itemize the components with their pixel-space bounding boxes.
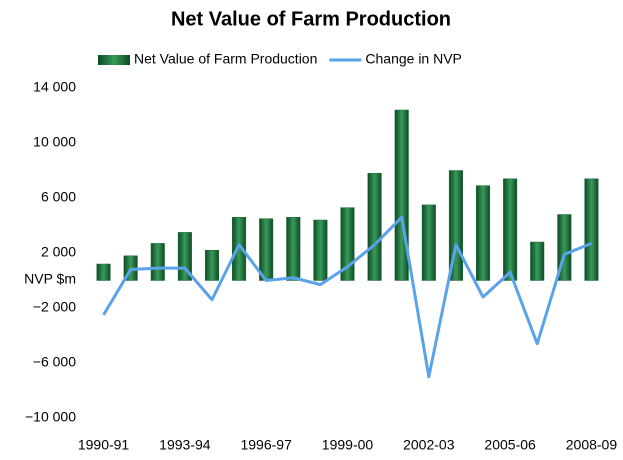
line <box>102 215 593 379</box>
x-tick-label: 1996-97 <box>240 437 292 453</box>
y-axis-label: NVP $m <box>24 271 76 287</box>
bar <box>96 263 111 281</box>
x-tick-label: 1999-00 <box>322 437 374 453</box>
legend-label: Change in NVP <box>365 51 462 67</box>
y-tick-label: −6 000 <box>33 354 76 370</box>
bar <box>204 250 220 281</box>
y-tick-label: −2 000 <box>33 299 76 315</box>
x-tick-label: 1993-94 <box>159 437 211 453</box>
x-tick-label: 1990-91 <box>78 437 130 453</box>
x-tick-label: 2005-06 <box>484 437 536 453</box>
x-tick-label: 2008-09 <box>566 437 618 453</box>
chart-title: Net Value of Farm Production <box>171 8 451 30</box>
bar <box>476 185 491 281</box>
y-tick-label: 14 000 <box>33 79 76 95</box>
y-tick-label: −10 000 <box>25 409 76 425</box>
bar <box>503 178 518 281</box>
bar <box>150 243 165 281</box>
legend-label: Net Value of Farm Production <box>134 51 317 67</box>
bar <box>259 218 274 281</box>
y-tick-label: 2 000 <box>41 244 76 260</box>
x-tick-label: 2002-03 <box>403 437 455 453</box>
bar <box>232 217 247 281</box>
bar <box>530 241 545 281</box>
y-tick-label: 10 000 <box>33 134 76 150</box>
y-tick-label: 6 000 <box>41 189 76 205</box>
bar <box>367 173 382 281</box>
legend-swatch <box>98 55 130 65</box>
bar <box>584 178 599 281</box>
bar <box>286 217 301 281</box>
bar <box>313 219 328 281</box>
bar <box>421 204 436 281</box>
bar <box>394 109 409 281</box>
